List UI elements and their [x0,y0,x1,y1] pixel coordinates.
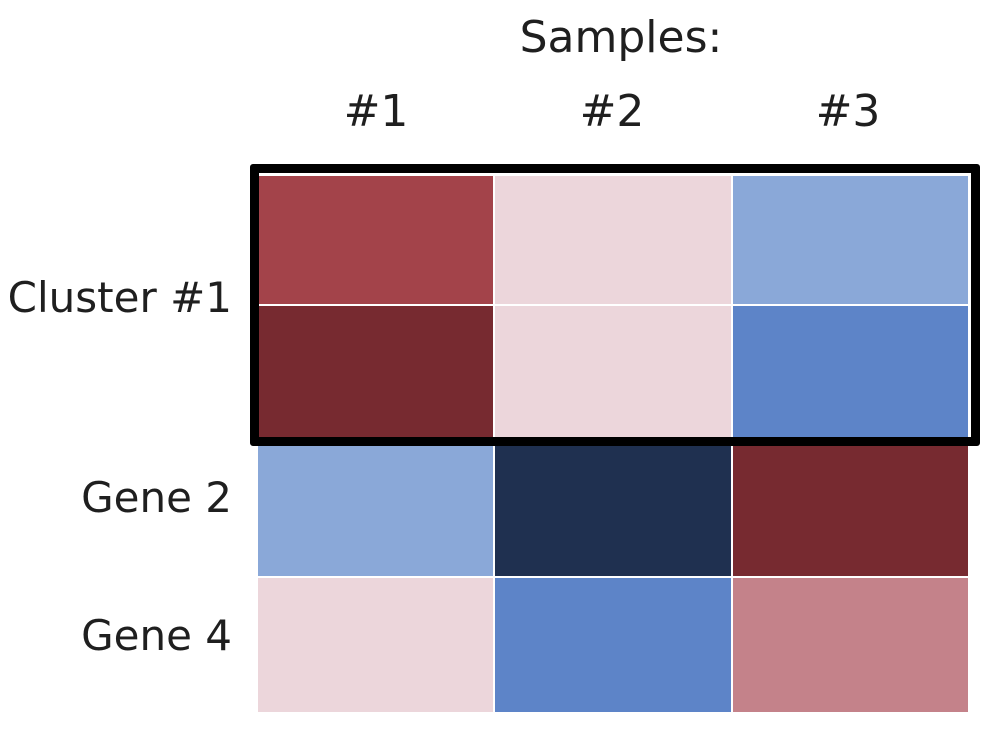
column-label-3: #3 [815,86,881,137]
column-label-1: #1 [343,86,409,137]
heatmap-grid [258,176,968,712]
heatmap-cell [495,306,731,438]
heatmap-cell [732,306,968,438]
heatmap-cell [258,176,494,304]
column-label-2: #2 [579,86,645,137]
heatmap-cell [258,578,494,712]
row-label-gene-2: Gene 2 [81,473,232,522]
samples-title: Samples: [519,12,723,63]
heatmap-cell [732,578,968,712]
heatmap-cell [258,440,494,576]
row-label-gene-4: Gene 4 [81,611,232,660]
heatmap-cell [258,306,494,438]
heatmap-cell [495,176,731,304]
heatmap-cell [732,176,968,304]
heatmap-cell [495,578,731,712]
row-label-cluster-1: Cluster #1 [7,273,232,322]
heatmap-cell [495,440,731,576]
heatmap-cell [732,440,968,576]
